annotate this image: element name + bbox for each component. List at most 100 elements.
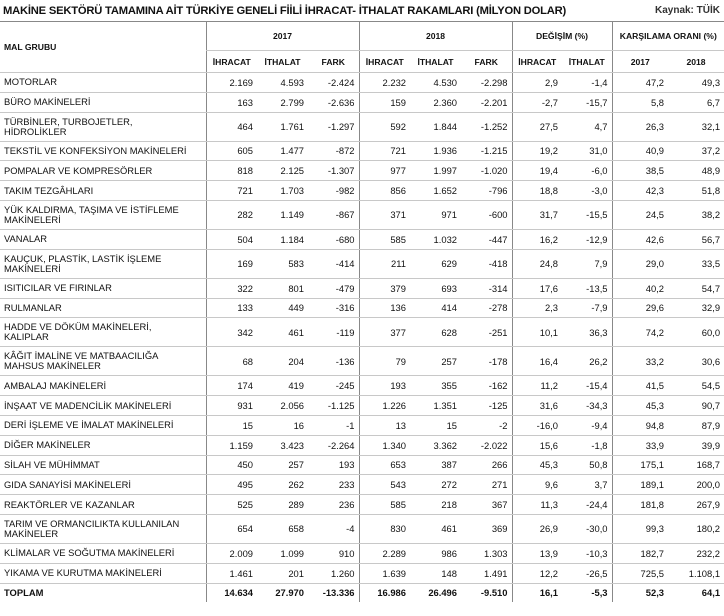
cell: 87,9 — [668, 415, 724, 436]
cell: -414 — [308, 249, 359, 279]
cell: -447 — [461, 229, 512, 250]
row-label: GIDA SANAYİSİ MAKİNELERİ — [0, 474, 206, 496]
row-label: HADDE VE DÖKÜM MAKİNELERİ, KALIPLAR — [0, 317, 206, 348]
table-row: KLİMALAR VE SOĞUTMA MAKİNELERİ 2.009 1.099… — [0, 543, 724, 564]
cell: 17,6 — [511, 278, 562, 299]
cell: 50,8 — [562, 455, 613, 476]
cell: 201 — [257, 563, 308, 584]
cell: 830 — [358, 514, 410, 544]
cell: 181,8 — [611, 494, 669, 515]
cell: 24,5 — [611, 200, 669, 230]
cell: 910 — [308, 543, 359, 564]
cell: -16,0 — [511, 415, 562, 436]
label-line: REAKTÖRLER VE KAZANLAR — [4, 498, 135, 510]
cell: 193 — [358, 375, 410, 397]
label-line: DİĞER MAKİNELER — [4, 439, 91, 451]
label-line: TAKIM TEZGÂHLARI — [4, 184, 94, 196]
cell: 33,5 — [668, 249, 724, 279]
cell: 1.461 — [205, 563, 257, 584]
column-header: FARK — [308, 50, 359, 73]
cell: 24,8 — [511, 249, 562, 279]
cell: 68 — [205, 346, 257, 377]
cell: -178 — [461, 346, 512, 377]
cell: 271 — [461, 474, 512, 496]
row-label: ISITICILAR VE FIRINLAR — [0, 278, 206, 299]
cell: -5,3 — [591, 587, 608, 599]
group-header: KARŞILAMA ORANI (%) — [611, 22, 724, 51]
cell: 272 — [410, 474, 461, 496]
cell: 32,9 — [668, 298, 724, 319]
label-line: TÜRBİNLER, TURBOJETLER, — [4, 115, 133, 127]
cell: 16 — [257, 415, 308, 436]
cell: 41,5 — [611, 375, 669, 397]
row-label: TOPLAM — [0, 583, 206, 602]
cell: 543 — [358, 474, 410, 496]
row-label: MOTORLAR — [0, 72, 206, 93]
cell: 1.032 — [410, 229, 461, 250]
cell: 32,1 — [668, 112, 724, 142]
label-line: POMPALAR VE KOMPRESÖRLER — [4, 164, 153, 176]
cell: -867 — [308, 200, 359, 230]
cell: 15,6 — [511, 435, 562, 456]
cell: 654 — [205, 514, 257, 544]
cell: -15,7 — [562, 92, 613, 113]
row-label: BÜRO MAKİNELERİ — [0, 92, 206, 113]
cell: -12,9 — [562, 229, 613, 250]
cell: 986 — [410, 543, 461, 564]
table-row: TEKSTİL VE KONFEKSİYON MAKİNELERİ 605 1.47… — [0, 141, 724, 162]
table-row: KÂĞIT İMALİNE VE MATBAACILIĞA MAHSUS MAKİ… — [0, 346, 724, 377]
cell: 525 — [205, 494, 257, 515]
cell: 218 — [410, 494, 461, 515]
cell: 1.159 — [205, 435, 257, 456]
label-line: MAKİNELERİ — [4, 213, 61, 225]
row-label: DİĞER MAKİNELER — [0, 435, 206, 456]
cell: -600 — [461, 200, 512, 230]
column-header: İTHALAT — [257, 50, 308, 73]
row-label: TAKIM TEZGÂHLARI — [0, 180, 206, 201]
table-row: SİLAH VE MÜHİMMAT 450 257 193 653 387 266 45,3 5… — [0, 455, 724, 476]
cell: 42,6 — [611, 229, 669, 250]
cell: 504 — [205, 229, 257, 250]
cell: 371 — [358, 200, 410, 230]
label-line: KALIPLAR — [4, 331, 49, 343]
cell: 585 — [358, 229, 410, 250]
label-line: HADDE VE DÖKÜM MAKİNELERİ, — [4, 321, 152, 333]
cell: 267,9 — [668, 494, 724, 515]
cell: 233 — [308, 474, 359, 496]
cell: -6,0 — [562, 160, 613, 182]
cell: 9,6 — [511, 474, 562, 496]
cell: 4.530 — [410, 72, 461, 93]
cell: 1.639 — [358, 563, 410, 584]
cell: 31,7 — [511, 200, 562, 230]
cell: -24,4 — [562, 494, 613, 515]
cell: 159 — [358, 92, 410, 113]
cell: 693 — [410, 278, 461, 299]
label-line: KAUÇUK, PLASTİK, LASTİK İŞLEME — [4, 252, 162, 264]
cell: 4.593 — [257, 72, 308, 93]
cell: 200,0 — [668, 474, 724, 496]
table-row: YÜK KALDIRMA, TAŞIMA VE İSTİFLEME MAKİNEL… — [0, 200, 724, 230]
cell: -4 — [308, 514, 359, 544]
column-header: İHRACAT — [205, 50, 257, 73]
cell: -872 — [308, 141, 359, 162]
cell: 30,6 — [668, 346, 724, 377]
cell: 282 — [205, 200, 257, 230]
row-label: YÜK KALDIRMA, TAŞIMA VE İSTİFLEME MAKİNEL… — [0, 200, 206, 230]
cell: 60,0 — [668, 317, 724, 348]
cell: 2.799 — [257, 92, 308, 113]
cell: 379 — [358, 278, 410, 299]
cell: 16,4 — [511, 346, 562, 377]
cell: 1.184 — [257, 229, 308, 250]
table-row: TÜRBİNLER, TURBOJETLER, HİDROLİKLER 464 1.7… — [0, 112, 724, 142]
cell: 322 — [205, 278, 257, 299]
cell: 3.362 — [410, 435, 461, 456]
table-row: POMPALAR VE KOMPRESÖRLER 818 2.125 -1.307 97… — [0, 160, 724, 182]
cell: -10,3 — [562, 543, 613, 564]
cell: 7,9 — [562, 249, 613, 279]
cell: 49,3 — [668, 72, 724, 93]
cell: 90,7 — [668, 395, 724, 416]
cell: -2.636 — [308, 92, 359, 113]
cell: 1.340 — [358, 435, 410, 456]
column-header: İHRACAT — [511, 50, 562, 73]
label-line: BÜRO MAKİNELERİ — [4, 96, 91, 108]
